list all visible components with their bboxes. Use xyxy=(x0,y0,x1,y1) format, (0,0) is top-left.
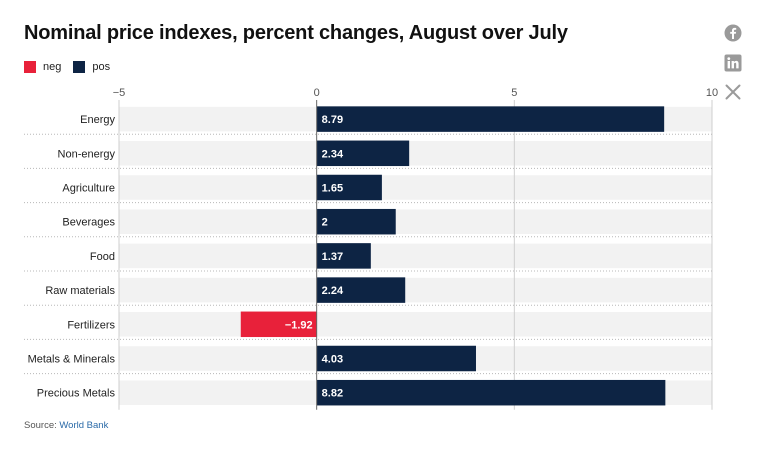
category-label: Energy xyxy=(80,114,115,126)
data-label: 8.79 xyxy=(322,114,343,126)
bar-raw-materials xyxy=(316,277,406,303)
data-label: 4.03 xyxy=(322,354,343,366)
source-line: Source: World Bank xyxy=(24,420,108,431)
category-label: Food xyxy=(90,251,115,263)
row-band xyxy=(119,141,712,166)
legend: neg pos xyxy=(24,61,122,73)
bar-agriculture xyxy=(316,174,382,201)
data-label: 2 xyxy=(322,217,328,229)
legend-item-neg[interactable]: neg xyxy=(24,61,61,73)
row-band xyxy=(119,243,712,269)
data-label: 1.65 xyxy=(322,183,343,195)
category-label: Raw materials xyxy=(45,285,115,297)
row-band xyxy=(119,277,712,303)
data-label: 2.24 xyxy=(322,285,344,297)
legend-label-pos: pos xyxy=(92,61,111,73)
data-label: 1.37 xyxy=(322,251,343,263)
row-band xyxy=(119,175,712,200)
chart-title: Nominal price indexes, percent changes, … xyxy=(24,22,568,44)
category-label: Non-energy xyxy=(58,148,116,160)
category-label: Metals & Minerals xyxy=(28,354,116,366)
bar-metals-minerals xyxy=(316,345,476,372)
data-label: 8.82 xyxy=(322,388,343,400)
category-label: Beverages xyxy=(62,217,115,229)
facebook-icon[interactable] xyxy=(722,22,744,44)
bar-fertilizers xyxy=(240,311,317,338)
x-tick-label: 10 xyxy=(706,87,718,99)
x-tick-label: 0 xyxy=(314,87,320,99)
linkedin-icon[interactable] xyxy=(722,52,744,74)
legend-swatch-neg xyxy=(24,61,36,73)
category-label: Precious Metals xyxy=(37,388,116,400)
category-label: Agriculture xyxy=(62,183,115,195)
bar-non-energy xyxy=(316,140,410,167)
x-tick-label: −5 xyxy=(113,87,126,99)
data-label: 2.34 xyxy=(322,148,344,160)
row-band xyxy=(119,209,712,234)
data-label: −1.92 xyxy=(285,319,313,331)
bar-precious-metals xyxy=(316,379,666,406)
bar-energy xyxy=(316,106,665,132)
legend-item-pos[interactable]: pos xyxy=(73,61,110,73)
bar-beverages xyxy=(316,208,396,235)
legend-label-neg: neg xyxy=(43,61,62,73)
bar-food xyxy=(316,243,371,269)
source-label: Source: xyxy=(24,420,57,431)
x-icon[interactable] xyxy=(722,81,744,103)
source-link[interactable]: World Bank xyxy=(59,420,109,431)
legend-swatch-pos xyxy=(73,61,86,73)
x-tick-label: 5 xyxy=(511,87,517,99)
category-label: Fertilizers xyxy=(67,319,115,331)
row-band xyxy=(119,312,712,337)
